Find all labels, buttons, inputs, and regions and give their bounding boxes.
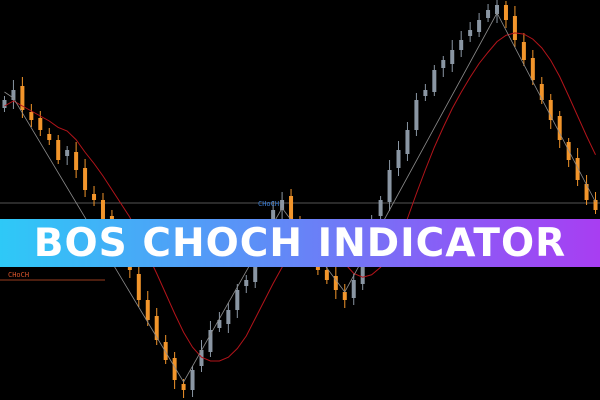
candle-body: [396, 150, 401, 168]
candle-body: [575, 158, 580, 180]
candle-body: [2, 100, 7, 108]
candle-body: [521, 42, 526, 60]
candle-body: [190, 370, 195, 390]
candle-body: [217, 320, 222, 328]
candle-body: [38, 118, 43, 130]
candle-body: [423, 90, 428, 96]
candle-body: [495, 5, 500, 14]
zigzag-line: [4, 12, 596, 383]
candle-body: [289, 196, 294, 220]
candle-body: [530, 58, 535, 80]
candle-body: [450, 50, 455, 64]
candle-body: [405, 130, 410, 154]
candle-body: [56, 140, 61, 160]
candle-body: [315, 264, 320, 270]
candle-body: [548, 100, 553, 120]
candle-body: [477, 20, 482, 32]
candle-body: [324, 270, 329, 280]
candle-body: [181, 384, 186, 390]
candle-body: [333, 276, 338, 290]
candle-body: [432, 70, 437, 92]
candle-body: [486, 10, 491, 18]
candle-body: [459, 40, 464, 50]
candle-body: [593, 200, 598, 210]
candle-body: [65, 150, 70, 156]
candle-body: [280, 200, 285, 210]
candle-body: [29, 112, 34, 120]
candle-body: [557, 116, 562, 140]
candle-body: [342, 292, 347, 300]
candle-body: [199, 350, 204, 366]
banner-title: BOS CHOCH INDICATOR: [33, 220, 567, 266]
candle-body: [539, 84, 544, 100]
candle-body: [414, 100, 419, 130]
candle-body: [351, 280, 356, 298]
candle-body: [136, 274, 141, 300]
candle-body: [512, 16, 517, 40]
title-banner: BOS CHOCH INDICATOR: [0, 219, 600, 267]
candle-body: [360, 250, 365, 284]
candle-body: [163, 342, 168, 360]
candle-body: [83, 168, 88, 190]
candle-body: [441, 60, 446, 68]
candle-body: [92, 194, 97, 200]
candle-body: [244, 280, 249, 286]
candle-body: [235, 290, 240, 310]
candle-body: [208, 330, 213, 352]
candle-body: [468, 30, 473, 36]
candle-body: [47, 134, 52, 140]
candle-body: [11, 90, 16, 100]
candle-body: [226, 310, 231, 324]
candle-body: [584, 184, 589, 200]
candle-body: [20, 86, 25, 110]
choch-label-lower: CHoCH: [8, 271, 30, 279]
candle-body: [387, 170, 392, 202]
choch-label-upper: CHoCH: [258, 200, 280, 208]
candle-body: [378, 200, 383, 216]
candle-body: [154, 316, 159, 340]
candle-body: [74, 152, 79, 170]
candle-body: [172, 358, 177, 380]
candle-body: [145, 300, 150, 320]
candle-body: [503, 5, 508, 20]
candle-body: [100, 200, 105, 220]
